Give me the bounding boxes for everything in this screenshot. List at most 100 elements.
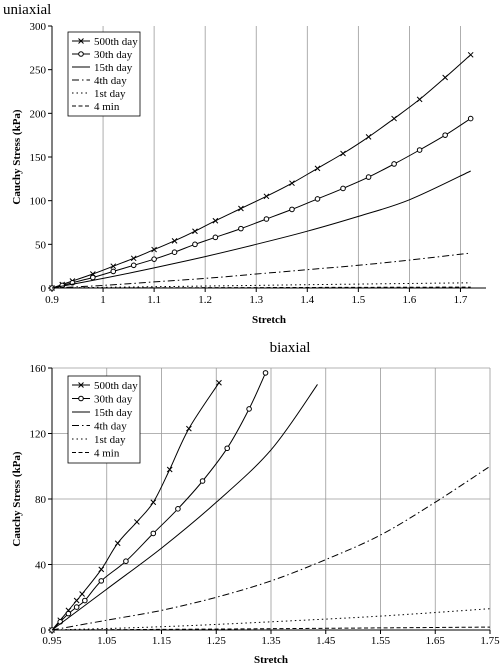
legend-item-1st-day: 1st day	[72, 434, 126, 446]
data-point-500th-day	[79, 591, 85, 597]
series-4-min	[51, 626, 491, 631]
legend-item-4-min: 4 min	[72, 101, 120, 113]
legend-item-1st-day: 1st day	[72, 88, 126, 100]
series-line-4-min	[51, 626, 491, 631]
y-tick-label: 300	[30, 21, 47, 33]
data-point-30th-day	[192, 241, 198, 248]
x-tick-label: 0.95	[42, 635, 62, 647]
data-point-500th-day	[442, 74, 449, 81]
y-tick-label: 250	[30, 65, 47, 77]
x-tick-label: 1.35	[261, 635, 281, 647]
y-tick-label: 80	[35, 494, 47, 506]
data-point-500th-day	[365, 134, 372, 140]
series-line-1st-day	[51, 608, 491, 631]
data-point-30th-day	[150, 530, 157, 537]
y-tick-label: 0	[41, 283, 47, 295]
x-tick-label: 1.15	[152, 635, 172, 647]
data-point-500th-day	[166, 466, 173, 473]
chart-biaxial: biaxial 0.95 1.05 1.15 1.25 1.35 1.45 1.55 1.65 1…	[11, 340, 500, 666]
x-tick-label: 1.45	[316, 635, 336, 647]
legend-item-4-min: 4 min	[72, 448, 120, 460]
data-point-500th-day	[73, 597, 80, 604]
data-point-30th-day	[442, 132, 448, 138]
legend-label: 1st day	[94, 88, 126, 100]
legend-label: 4 min	[94, 101, 120, 113]
series-line-4th-day	[51, 465, 491, 631]
x-axis-label: Stretch	[254, 654, 288, 666]
series-line-4-min	[51, 286, 471, 289]
data-point-30th-day	[238, 225, 244, 232]
legend-item-30th-day: 30th day	[72, 394, 133, 406]
legend-item-4th-day: 4th day	[72, 75, 127, 87]
data-point-30th-day	[263, 216, 270, 222]
x-tick-label: 1.6	[403, 294, 417, 306]
gridlines	[102, 26, 461, 288]
x-tick-label: 0.9	[45, 294, 59, 306]
legend-label: 30th day	[94, 49, 133, 61]
legend-label: 30th day	[94, 394, 133, 406]
y-tick-label: 0	[41, 625, 47, 637]
x-tick-label: 1.75	[480, 635, 500, 647]
data-point-30th-day	[98, 578, 105, 584]
legend-marker	[78, 38, 84, 44]
data-point-30th-day	[289, 206, 295, 213]
y-axis-label: Cauchy Stress (kPa)	[11, 109, 23, 204]
data-point-500th-day	[416, 96, 423, 103]
series-line-4th-day	[51, 252, 471, 289]
data-point-30th-day	[175, 506, 181, 512]
legend-item-500th-day: 500th day	[72, 380, 138, 392]
x-tick-label: 1.05	[97, 635, 117, 647]
y-tick-label: 40	[35, 560, 47, 572]
data-point-500th-day	[216, 379, 222, 386]
data-point-30th-day	[224, 445, 230, 452]
data-point-500th-day	[314, 165, 321, 172]
x-tick-label: 1.4	[300, 294, 314, 306]
legend-label: 1st day	[94, 434, 126, 446]
data-point-500th-day	[151, 246, 157, 253]
series-30th-day	[49, 115, 474, 291]
x-tick-label: 1.55	[371, 635, 391, 647]
data-point-30th-day	[246, 406, 252, 412]
data-point-30th-day	[212, 234, 219, 241]
data-point-30th-day	[130, 262, 137, 269]
legend-item-30th-day: 30th day	[72, 49, 133, 61]
data-point-30th-day	[123, 558, 129, 565]
legend-label: 15th day	[94, 407, 133, 419]
x-tick-label: 1	[100, 294, 106, 306]
y-tick-label: 200	[30, 108, 47, 120]
data-point-500th-day	[134, 519, 140, 525]
legend-marker	[78, 382, 84, 388]
data-point-500th-day	[263, 193, 270, 200]
data-point-30th-day	[314, 196, 321, 202]
data-point-30th-day	[467, 115, 474, 122]
series-line-30th-day	[51, 118, 471, 289]
y-axis-label: Cauchy Stress (kPa)	[11, 451, 23, 546]
data-point-500th-day	[238, 205, 244, 212]
data-point-30th-day	[365, 174, 372, 180]
data-point-500th-day	[391, 115, 397, 122]
series-15th-day	[51, 170, 471, 289]
legend-item-500th-day: 500th day	[72, 36, 138, 48]
data-point-500th-day	[150, 499, 157, 506]
series-line-15th-day	[51, 384, 318, 631]
x-tick-label: 1.25	[207, 635, 227, 647]
data-point-500th-day	[114, 540, 121, 547]
legend-item-4th-day: 4th day	[72, 421, 127, 433]
data-point-30th-day	[110, 268, 117, 275]
series-line-1st-day	[51, 282, 471, 289]
data-point-500th-day	[130, 255, 137, 262]
legend-box	[67, 31, 141, 117]
data-point-30th-day	[151, 256, 157, 262]
legend-label: 4th day	[94, 421, 127, 433]
data-point-30th-day	[65, 610, 72, 617]
data-point-500th-day	[212, 217, 219, 224]
y-tick-label: 120	[30, 429, 47, 441]
data-point-30th-day	[171, 249, 178, 255]
data-point-30th-day	[90, 274, 96, 281]
legend-item-15th-day: 15th day	[72, 62, 133, 74]
series-1st-day	[51, 608, 491, 631]
data-point-500th-day	[98, 566, 105, 573]
